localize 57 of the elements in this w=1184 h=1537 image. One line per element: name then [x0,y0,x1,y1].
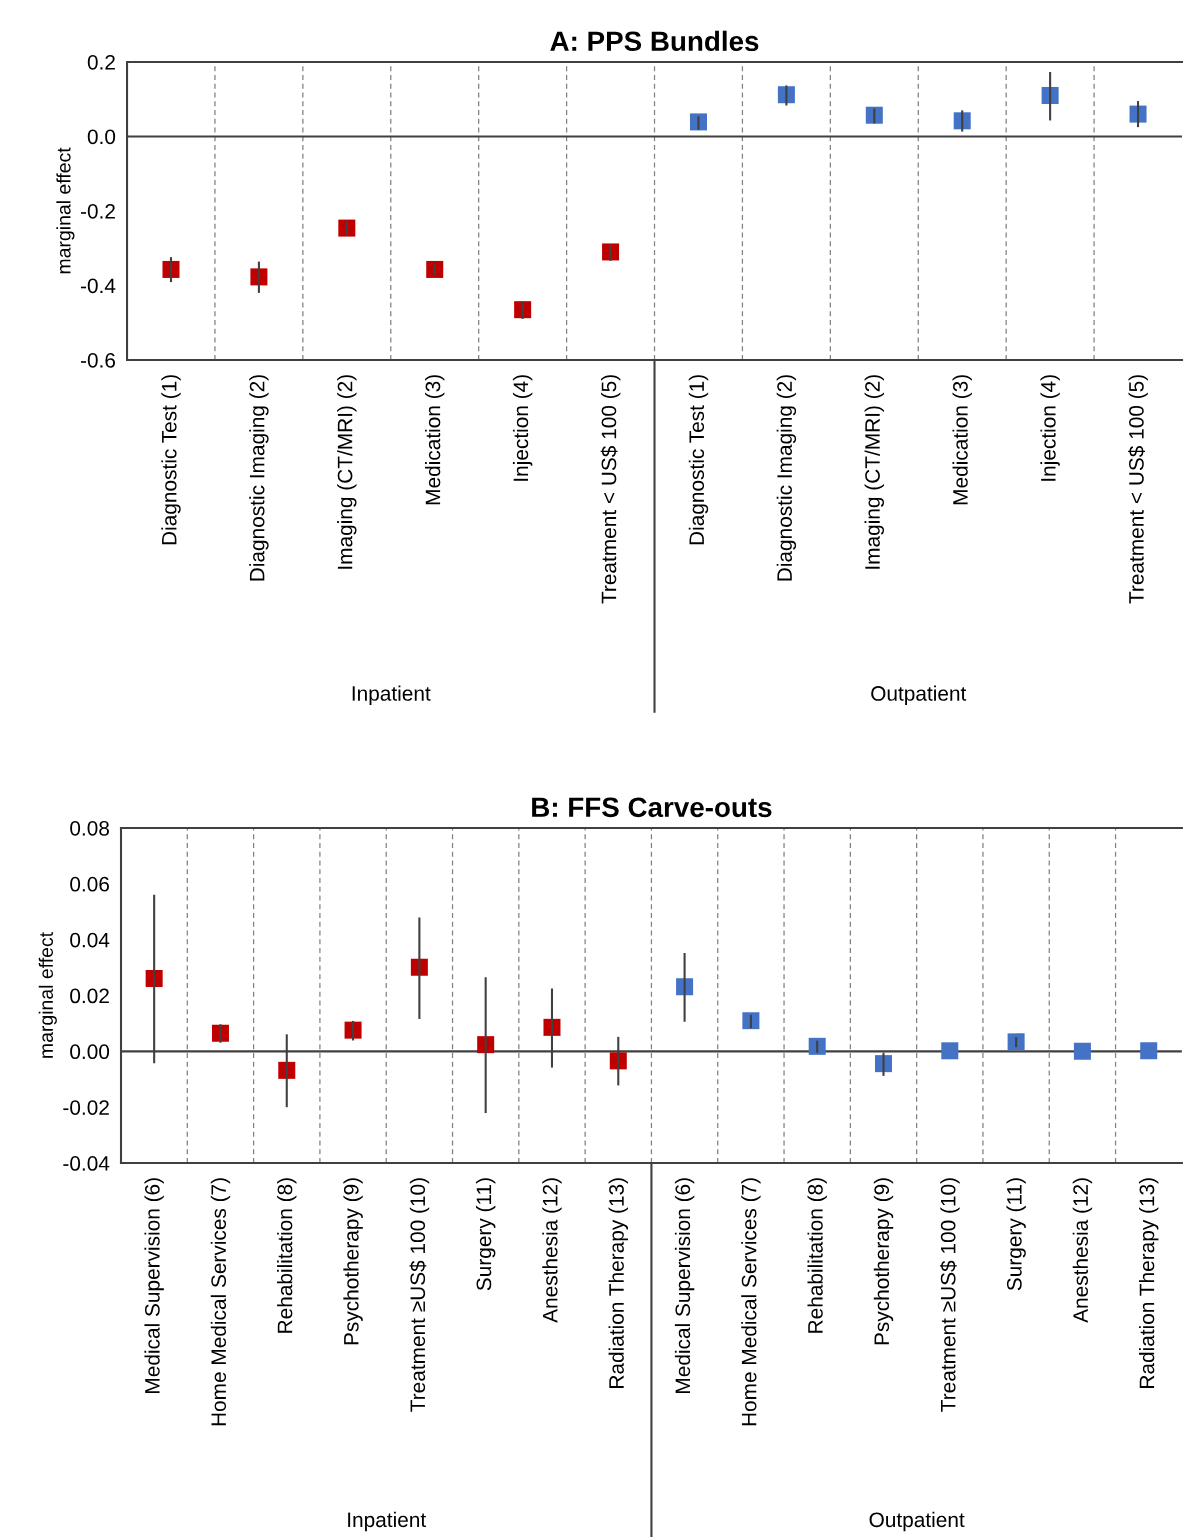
x-tick-label: Imaging (CT/MRI) (2) [864,375,885,569]
x-tick-label: Anesthesia (12) [1072,1178,1093,1323]
x-tick-label: Treatment ≥US$ 100 (10) [939,1178,960,1412]
chart-title: A: PPS Bundles [550,30,759,52]
x-tick-label: Treatment < US$ 100 (5) [600,375,621,604]
x-tick-label: Diagnostic Imaging (2) [776,375,797,581]
y-tick-label: 0.06 [70,876,109,892]
point [1140,1042,1158,1060]
y-tick-label: -0.02 [63,1100,109,1115]
point [808,1037,826,1055]
x-tick-label: Diagnostic Test (1) [161,375,181,545]
text: Outpatient [869,1511,965,1532]
x-tick-label: Radiation Therapy (13) [1139,1178,1159,1388]
y-axis-title: marginal effect [38,932,57,1058]
x-tick-label: Medication (3) [425,375,445,505]
y-tick-label: -0.2 [80,203,115,219]
x-tick-label: Home Medical Services (7) [210,1178,231,1426]
x-tick-label: Treatment ≥US$ 100 (10) [409,1178,430,1412]
x-tick-label: Rehabilitation (8) [277,1178,297,1333]
x-tick-label: Medical Supervision (6) [674,1178,695,1393]
y-tick-label: -0.4 [80,278,116,294]
x-tick-label: Psychotherapy (9) [873,1178,894,1345]
x-tick-label: Surgery (11) [475,1178,496,1291]
x-tick-label: Rehabilitation (8) [807,1178,827,1333]
chart-title: B: FFS Carve-outs [532,797,772,818]
x-tick-label: Psychotherapy (9) [343,1178,363,1345]
y-tick-label: 0.2 [87,54,115,70]
x-tick-label: Injection (4) [1040,375,1060,481]
x-tick-label: Surgery (11) [1006,1178,1026,1291]
y-axis-title: marginal effect [56,147,75,274]
x-tick-label: Radiation Therapy (13) [608,1178,628,1388]
x-tick-label: Diagnostic Imaging (2) [249,375,269,581]
point [865,106,883,124]
y-tick-label: -0.6 [80,352,116,368]
y-tick-label: -0.04 [63,1156,110,1171]
text: Outpatient [871,685,967,705]
y-tick-label: 0.02 [70,988,109,1004]
point [426,260,444,278]
y-tick-label: 0.00 [70,1044,110,1060]
y-tick-label: 0.0 [87,129,116,145]
text: Inpatient [348,1511,427,1532]
point [941,1042,959,1060]
point [1007,1033,1025,1051]
y-tick-label: 0.04 [70,932,110,948]
point [742,1012,760,1030]
x-tick-label: Imaging (CT/MRI) (2) [337,375,357,569]
x-tick-label: Medication (3) [952,375,972,505]
x-tick-label: Treatment < US$ 100 (5) [1128,375,1148,604]
x-tick-label: Injection (4) [512,375,533,481]
x-tick-label: Anesthesia (12) [542,1178,562,1323]
x-tick-label: Diagnostic Test (1) [688,375,709,545]
text: Inpatient [352,685,431,705]
point [1073,1042,1091,1060]
x-tick-label: Home Medical Services (7) [741,1178,761,1426]
point [338,219,356,237]
x-tick-label: Medical Supervision (6) [144,1178,164,1393]
y-tick-label: 0.08 [70,820,109,836]
